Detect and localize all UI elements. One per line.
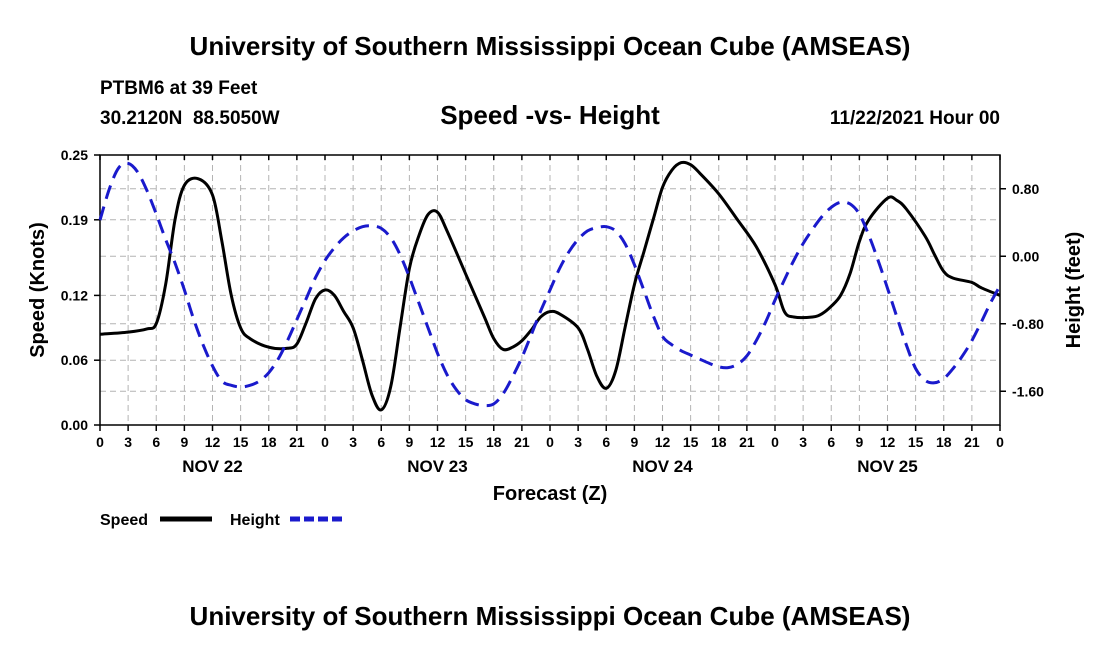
speed-series-line [99, 160, 1001, 412]
forecast-datetime: 11/22/2021 Hour 00 [830, 108, 1000, 129]
right-y-axis-label: Height (feet) [1063, 232, 1085, 349]
x-tick-label: 15 [908, 434, 924, 450]
right-y-tick-label: -1.60 [1012, 383, 1044, 399]
x-day-label: NOV 23 [407, 457, 467, 476]
x-tick-label: 12 [655, 434, 671, 450]
x-tick-label: 18 [936, 434, 952, 450]
right-y-axis: -1.60 -0.80 0.00 0.80 [1000, 181, 1044, 399]
chart-subtitle: Speed -vs- Height [440, 100, 660, 130]
x-day-label: NOV 22 [182, 457, 242, 476]
x-tick-label: 0 [321, 434, 329, 450]
x-tick-label: 21 [289, 434, 305, 450]
x-tick-label: 6 [602, 434, 610, 450]
x-tick-label: 3 [799, 434, 807, 450]
x-tick-label: 3 [124, 434, 132, 450]
left-y-tick-label: 0.12 [61, 287, 88, 303]
x-tick-label: 15 [233, 434, 249, 450]
x-tick-label: 18 [261, 434, 277, 450]
chart-main-title: University of Southern Mississippi Ocean… [190, 31, 911, 61]
x-tick-label: 12 [430, 434, 446, 450]
x-tick-label: 9 [630, 434, 638, 450]
x-tick-label: 9 [180, 434, 188, 450]
x-axis-label: Forecast (Z) [493, 483, 607, 505]
x-tick-label: 18 [711, 434, 727, 450]
x-tick-label: 0 [996, 434, 1004, 450]
station-coordinates: 30.2120N 88.5050W [100, 108, 280, 129]
x-tick-label: 6 [152, 434, 160, 450]
x-tick-label: 15 [458, 434, 474, 450]
x-tick-label: 21 [964, 434, 980, 450]
x-tick-label: 3 [574, 434, 582, 450]
legend-speed-label: Speed [100, 512, 148, 529]
x-axis-day-labels: NOV 22 NOV 23 NOV 24 NOV 25 [182, 457, 917, 476]
right-y-tick-label: 0.00 [1012, 248, 1039, 264]
left-y-tick-label: 0.19 [61, 212, 88, 228]
legend-height-label: Height [230, 512, 280, 529]
left-y-axis: 0.00 0.06 0.12 0.19 0.25 [61, 147, 100, 433]
x-tick-label: 21 [514, 434, 530, 450]
data-series [98, 160, 1002, 412]
x-day-label: NOV 24 [632, 457, 693, 476]
x-tick-label: 0 [96, 434, 104, 450]
height-series-line [98, 161, 1002, 408]
x-tick-label: 0 [546, 434, 554, 450]
x-tick-label: 12 [205, 434, 221, 450]
legend: Speed Height [100, 512, 342, 529]
right-y-tick-label: 0.80 [1012, 181, 1039, 197]
x-tick-label: 18 [486, 434, 502, 450]
x-day-label: NOV 25 [857, 457, 917, 476]
x-tick-label: 3 [349, 434, 357, 450]
left-y-tick-label: 0.00 [61, 417, 88, 433]
left-y-tick-label: 0.06 [61, 352, 88, 368]
x-tick-label: 9 [405, 434, 413, 450]
x-tick-label: 6 [377, 434, 385, 450]
right-y-tick-label: -0.80 [1012, 316, 1044, 332]
footer-title: University of Southern Mississippi Ocean… [190, 601, 911, 631]
grid-lines [100, 155, 1000, 425]
x-tick-label: 9 [855, 434, 863, 450]
x-axis-ticks: 0 3 6 9 12 15 18 21 0 3 6 9 12 15 18 21 0 3 6 9 12 15 18 21 0 3 6 9… [96, 155, 1004, 450]
left-y-tick-label: 0.25 [61, 147, 88, 163]
x-tick-label: 6 [827, 434, 835, 450]
x-tick-label: 15 [683, 434, 699, 450]
station-label: PTBM6 at 39 Feet [100, 78, 258, 99]
x-tick-label: 12 [880, 434, 896, 450]
left-y-axis-label: Speed (Knots) [27, 222, 49, 358]
x-tick-label: 0 [771, 434, 779, 450]
x-tick-label: 21 [739, 434, 755, 450]
